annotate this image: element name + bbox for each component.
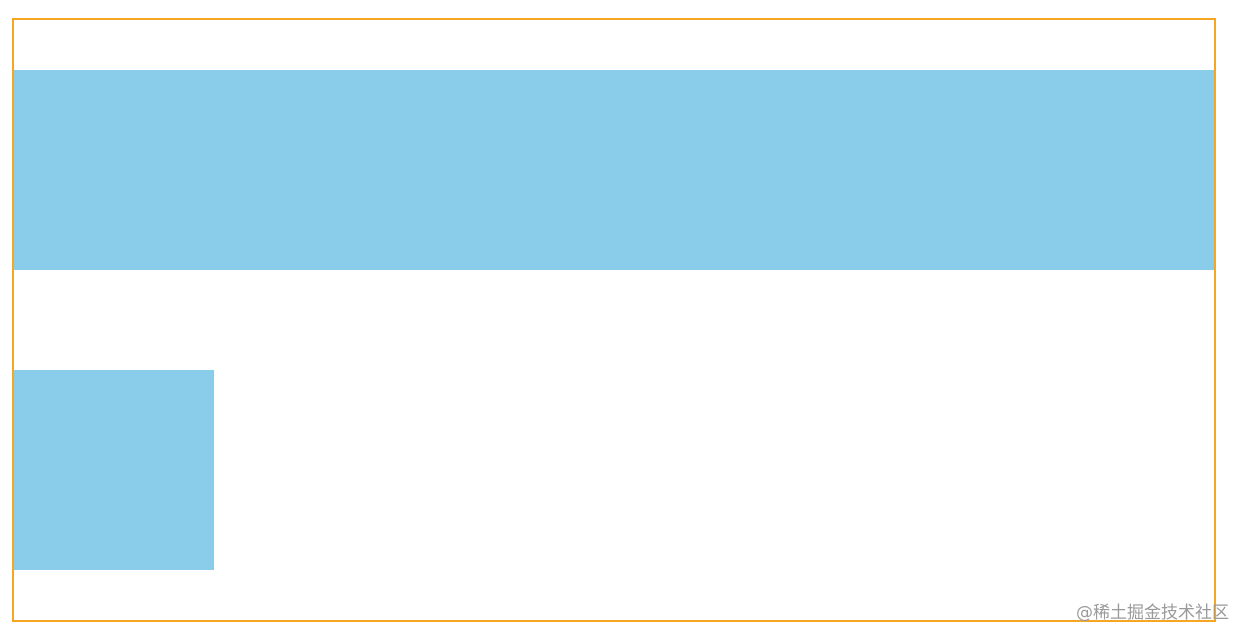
full-width-block [14, 70, 1214, 270]
container-box [12, 18, 1216, 622]
square-block [14, 370, 214, 570]
watermark: @稀土掘金技术社区 [1076, 603, 1229, 623]
